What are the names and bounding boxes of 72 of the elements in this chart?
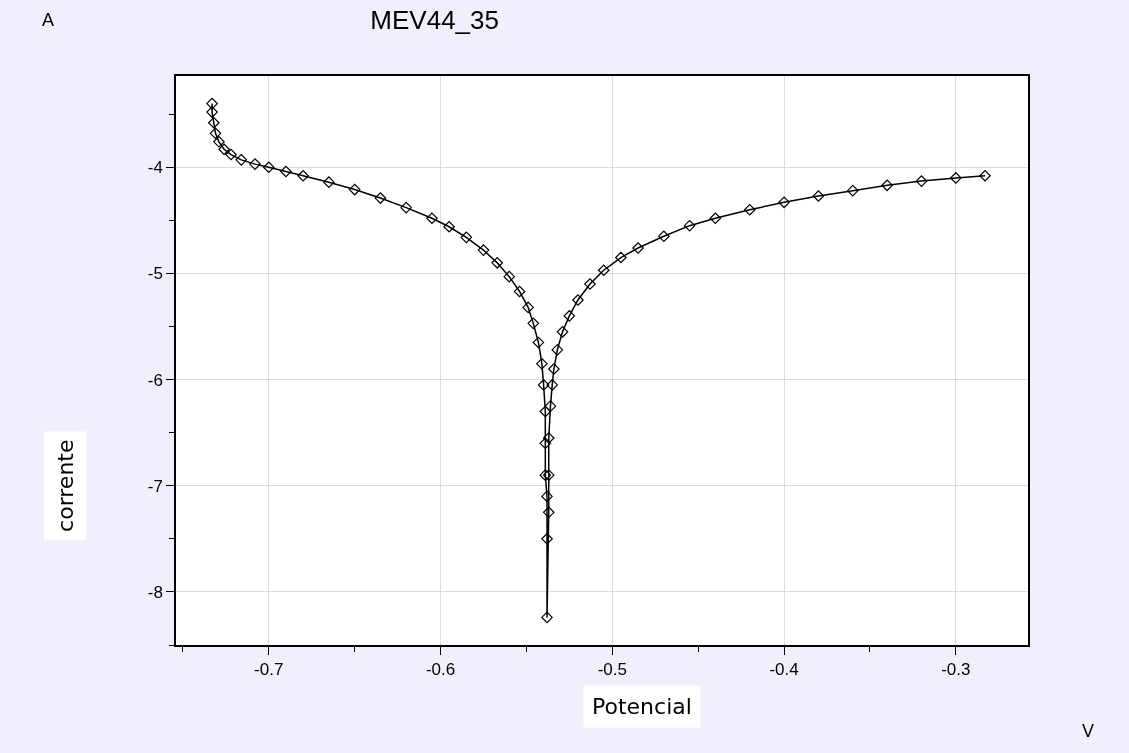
point [539,437,552,450]
point [743,203,756,216]
point [556,326,569,338]
y-tick-label: -4 [147,158,163,178]
point [541,611,553,624]
point [443,220,455,233]
x-tick-label: -0.5 [597,660,627,680]
y-tick-label: -8 [147,582,163,602]
text: A [42,10,55,30]
point [527,317,540,330]
point [491,257,504,269]
x-tick-label: -0.3 [941,660,971,680]
point [584,278,596,290]
point [249,158,261,170]
point [536,357,548,370]
point [544,400,557,412]
point [206,106,218,118]
point [709,212,722,225]
point [503,270,516,283]
point [615,251,627,264]
point [541,533,553,545]
y-tick-label: -6 [147,370,163,390]
point [979,169,991,182]
x-tick-label: -0.6 [425,660,456,680]
point [426,212,438,225]
y-axis-title: corrente [52,439,78,532]
point [539,405,552,418]
point [513,285,526,298]
point [400,201,412,214]
point [262,161,275,174]
point [546,379,558,391]
point [218,143,230,156]
point [542,432,555,444]
y-tick-label: -7 [147,476,163,496]
point [572,294,584,306]
point [597,264,610,277]
point [563,310,576,322]
point [225,148,237,161]
point [477,244,490,256]
point [348,183,361,196]
point [542,506,555,519]
point [915,175,928,187]
point [881,179,893,192]
point [950,172,962,184]
point [213,136,225,148]
point [812,190,825,202]
x-axis-title: Potencial [592,694,692,719]
chart-title: MEV44_35 [370,5,499,36]
text: V [1082,721,1095,741]
point [548,363,560,375]
x-tick-label: -0.7 [254,660,284,680]
point [460,231,473,244]
point [209,127,222,140]
point [532,336,545,349]
point [206,97,218,110]
point [683,219,696,232]
point [658,230,670,243]
point [522,301,534,314]
point [846,184,859,197]
y-tick-label: -5 [147,264,163,284]
point [280,165,292,178]
point [778,196,790,209]
point [297,169,309,182]
point [632,242,644,254]
point [207,116,220,129]
point [374,192,387,204]
point [235,154,248,166]
point [541,490,553,503]
point [537,379,550,391]
point [551,344,564,356]
x-tick-label: -0.4 [769,660,799,680]
point [323,176,335,188]
